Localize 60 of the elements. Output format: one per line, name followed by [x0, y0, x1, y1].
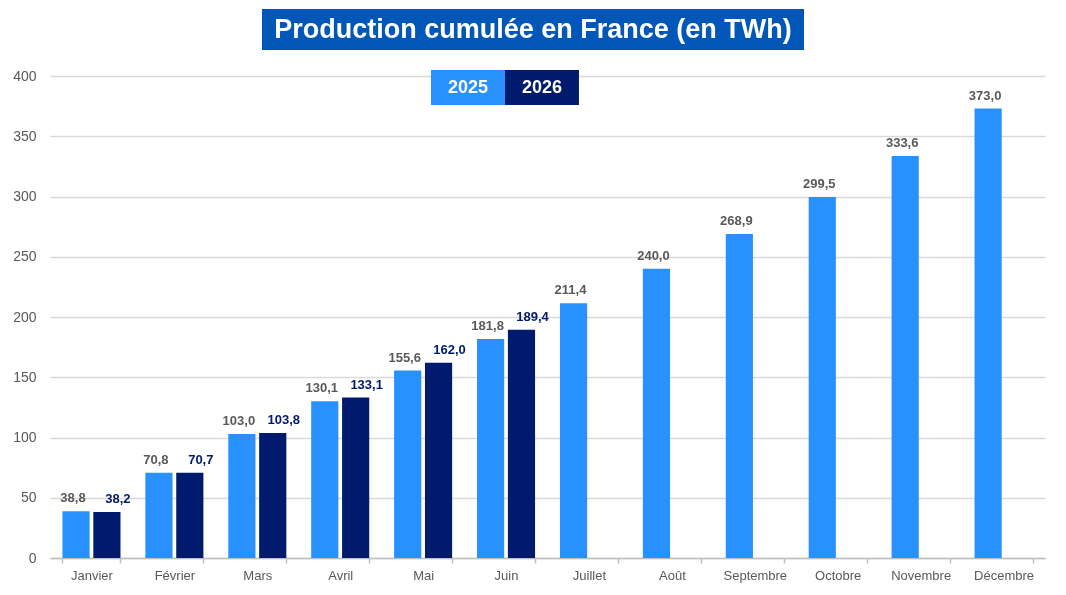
bar: [507, 329, 536, 558]
y-tick-label: 350: [13, 127, 37, 144]
y-tick-label: 250: [13, 248, 37, 265]
bar: [642, 268, 671, 558]
x-tick-label: Avril: [328, 567, 354, 583]
bar: [311, 401, 339, 558]
bar: [93, 511, 121, 558]
data-label: 70,8: [143, 451, 169, 467]
x-tick-label: Décembre: [974, 567, 1035, 583]
x-tick-label: Novembre: [891, 567, 952, 583]
bar: [725, 233, 753, 558]
chart-title: Production cumulée en France (en TWh): [262, 9, 804, 50]
bar: [808, 197, 836, 558]
data-label: 268,9: [720, 212, 753, 228]
x-tick-label: Janvier: [71, 567, 114, 583]
data-label: 155,6: [388, 349, 421, 365]
y-tick-label: 100: [13, 429, 37, 445]
data-label: 299,5: [803, 176, 836, 192]
x-tick-label: Mai: [413, 567, 435, 583]
bar: [424, 362, 453, 558]
data-label: 189,4: [516, 308, 550, 324]
y-tick-label: 300: [13, 188, 37, 204]
data-label: 38,2: [105, 490, 131, 506]
x-tick-label: Février: [154, 567, 196, 583]
x-tick-label: Octobre: [815, 567, 862, 583]
data-label: 38,8: [60, 490, 86, 506]
x-tick-label: Juillet: [572, 567, 607, 583]
bar: [394, 370, 422, 558]
bar: [477, 338, 505, 558]
text: 2026: [505, 70, 580, 105]
data-label: 211,4: [554, 282, 588, 298]
text: 2025: [430, 70, 505, 105]
bar: [559, 303, 588, 558]
data-label: 133,1: [350, 376, 383, 392]
y-tick-label: 50: [20, 489, 37, 506]
y-tick-label: 150: [13, 368, 37, 385]
bar: [974, 108, 1002, 558]
data-label: 130,1: [305, 380, 339, 396]
data-label: 333,6: [885, 135, 919, 151]
y-tick-label: 0: [28, 549, 37, 566]
bar: [176, 472, 204, 558]
bar: [259, 432, 287, 558]
bar: [62, 511, 90, 558]
data-label: 373,0: [968, 87, 1002, 103]
x-tick-label: Août: [659, 567, 687, 583]
data-label: 103,0: [222, 412, 256, 428]
y-tick-label: 400: [13, 67, 37, 84]
data-label: 162,0: [433, 341, 466, 357]
bar: [891, 156, 919, 558]
data-label: 181,8: [471, 317, 504, 333]
data-label: 240,0: [637, 247, 670, 263]
data-label: 70,7: [188, 451, 214, 467]
x-tick-label: Mars: [243, 567, 273, 583]
y-tick-label: 200: [13, 308, 37, 325]
bar: [145, 472, 173, 558]
x-tick-label: Septembre: [723, 567, 788, 583]
data-label: 103,8: [267, 411, 300, 427]
bar: [228, 433, 256, 558]
bar: [342, 397, 370, 558]
x-tick-label: Juin: [494, 567, 519, 583]
